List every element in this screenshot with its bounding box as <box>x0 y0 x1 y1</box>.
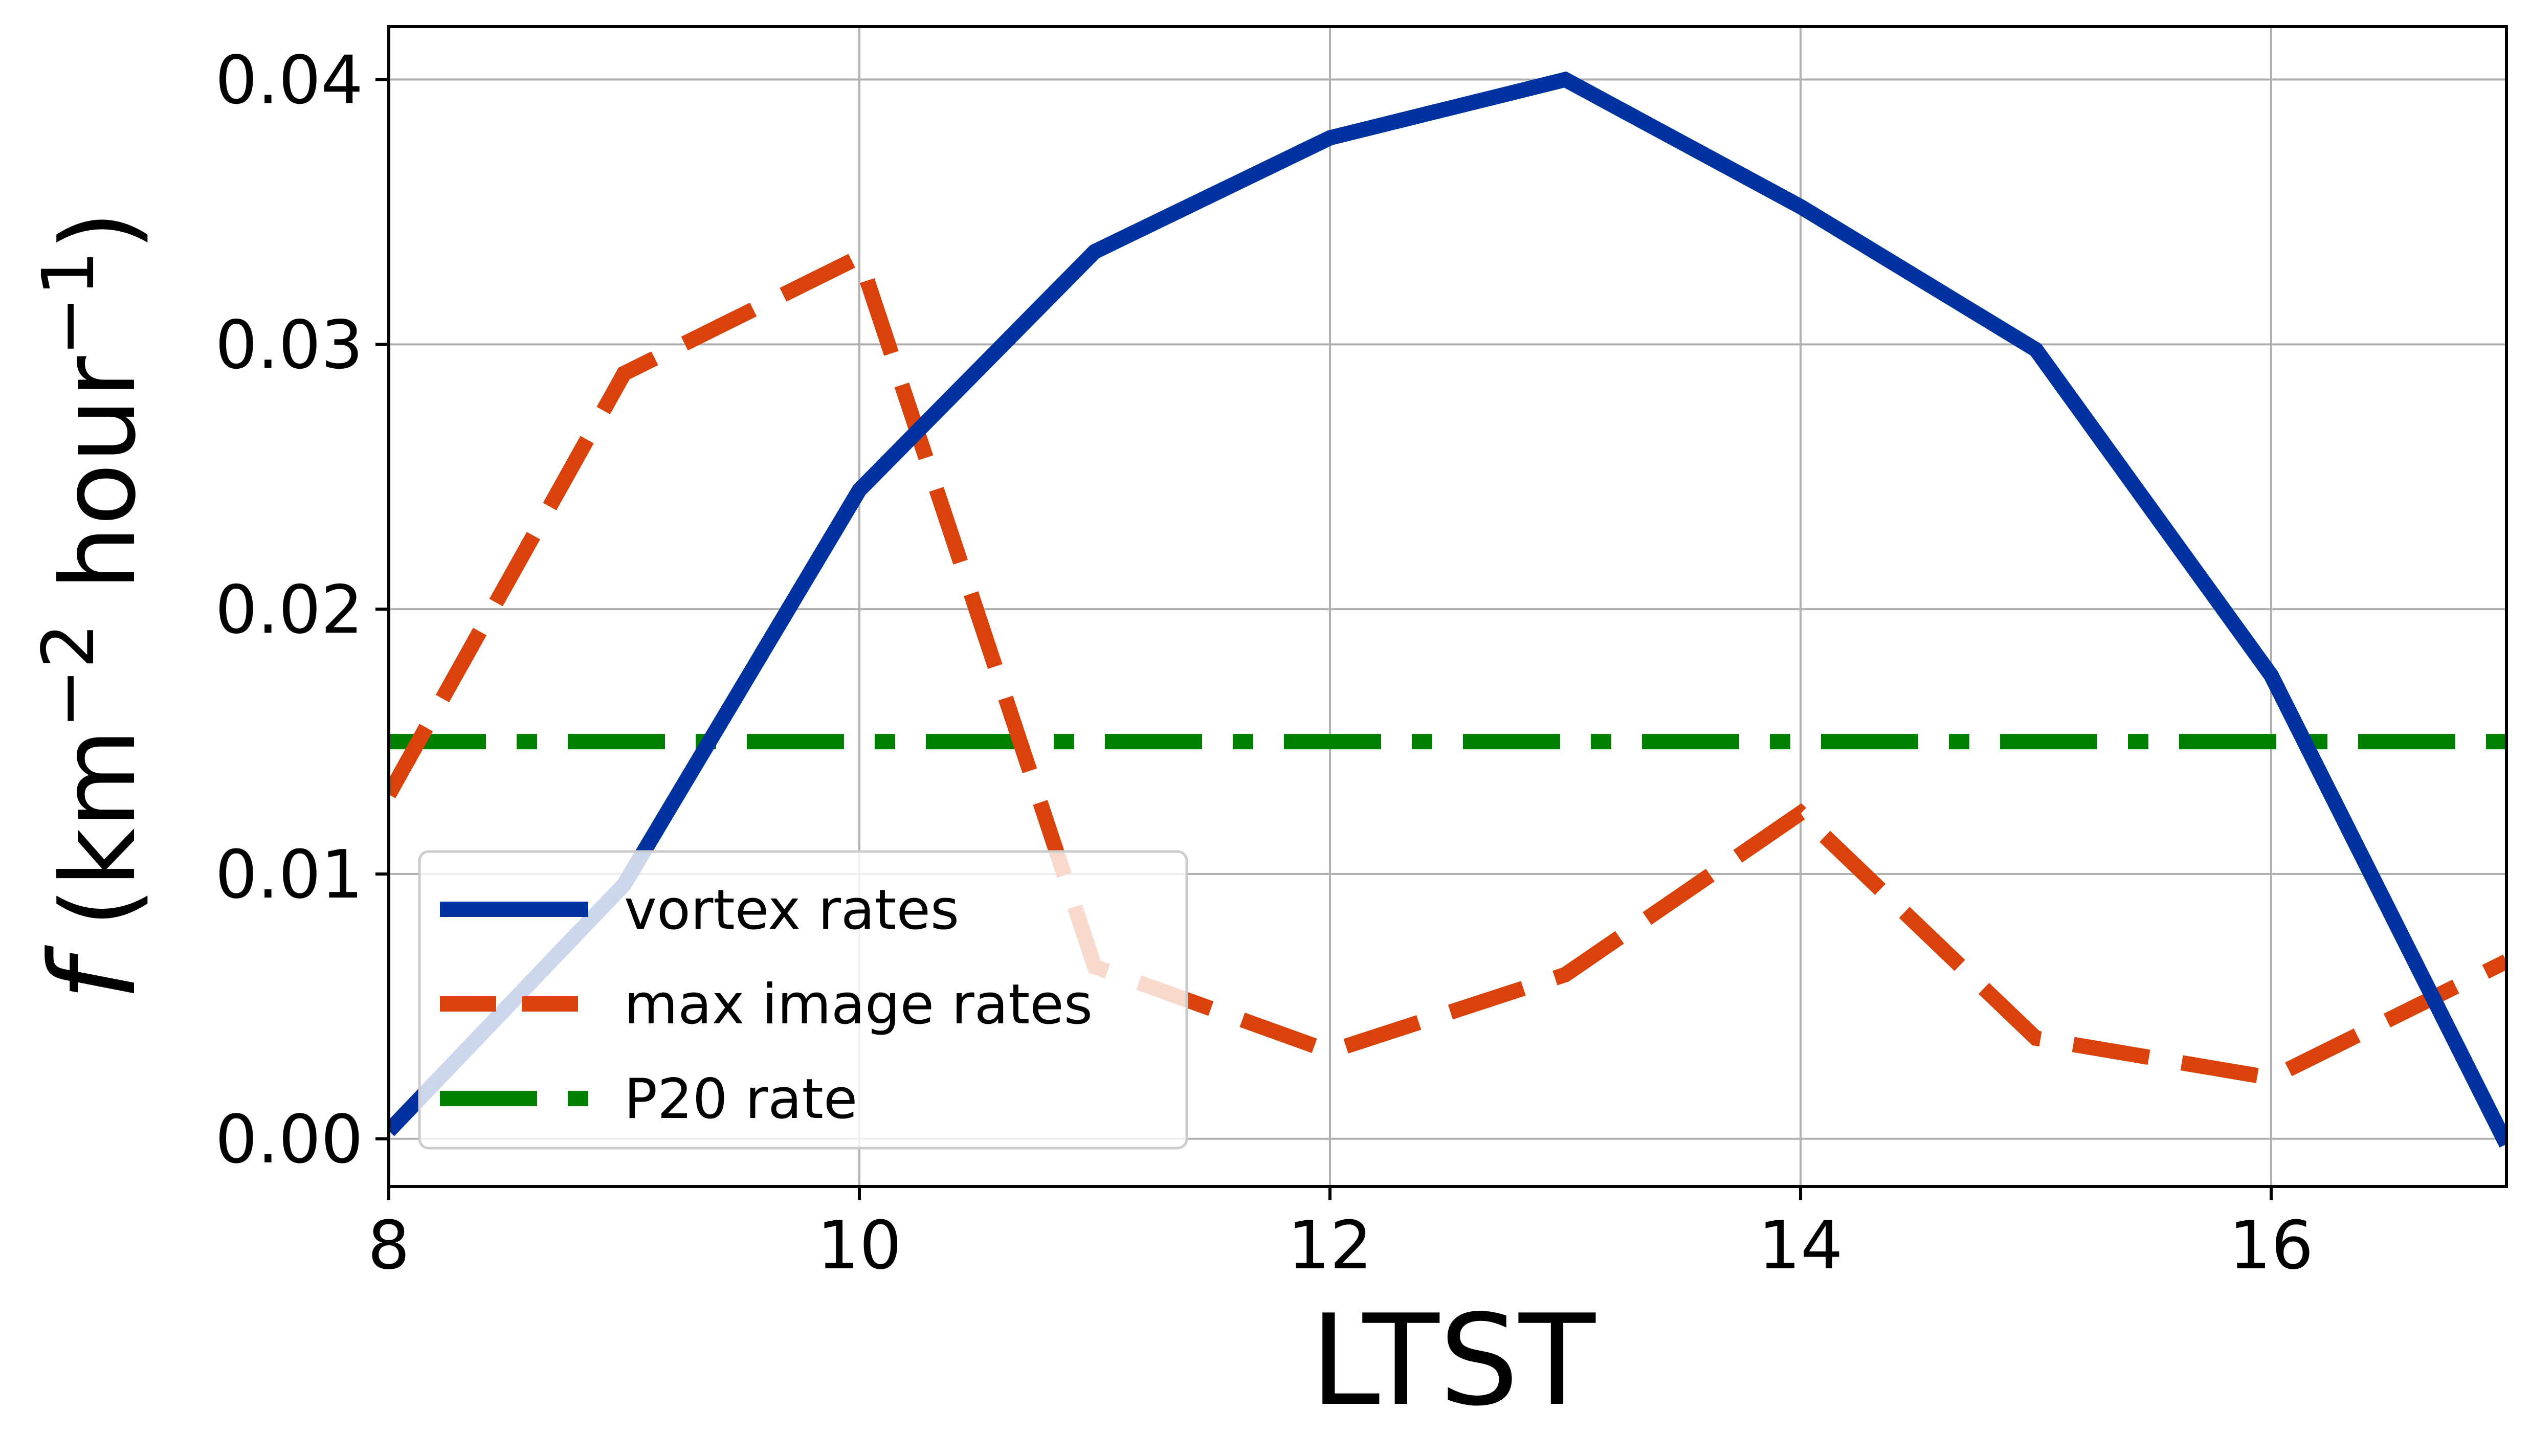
x-tick-label: 12 <box>1288 1206 1372 1284</box>
legend: vortex rates max image rates P20 rate <box>418 850 1188 1150</box>
legend-label: P20 rate <box>624 1067 857 1131</box>
x-axis-title: LTST <box>1310 1288 1596 1433</box>
series-line-max-image-rates <box>389 246 2506 1086</box>
series-line-vortex-rates <box>389 71 2506 1148</box>
y-tick-label: 0.01 <box>215 836 363 913</box>
y-tick-label: 0.00 <box>215 1101 363 1178</box>
y-tick-label: 0.03 <box>215 306 363 384</box>
y-tick-label: 0.02 <box>215 571 363 648</box>
x-tick-label: 14 <box>1758 1206 1843 1284</box>
plot-frame <box>387 25 2508 1188</box>
legend-label: max image rates <box>624 973 1093 1037</box>
x-tick-label: 8 <box>368 1206 410 1284</box>
legend-label: vortex rates <box>624 878 959 942</box>
series-layer <box>389 71 2506 1148</box>
y-tick-label: 0.04 <box>215 41 363 119</box>
y-axis-title: f (km−2 hour−1) <box>26 211 162 1001</box>
legend-box <box>418 850 1188 1150</box>
x-tick-label: 10 <box>817 1206 901 1284</box>
x-tick-label: 16 <box>2229 1206 2313 1284</box>
ticks: 8 10 12 14 16 0.00 0.01 0.02 0.03 0.04 <box>215 41 2314 1284</box>
